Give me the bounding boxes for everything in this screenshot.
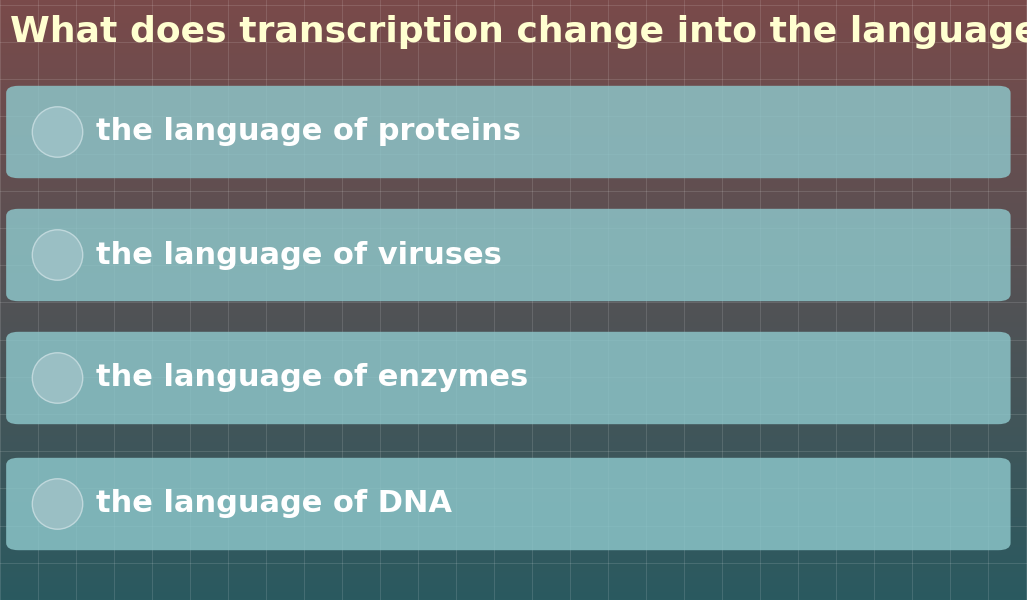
Ellipse shape — [32, 230, 83, 280]
Ellipse shape — [32, 353, 83, 403]
Text: the language of proteins: the language of proteins — [96, 118, 521, 146]
Text: What does transcription change into the language of RNA?: What does transcription change into the … — [10, 15, 1027, 49]
FancyBboxPatch shape — [6, 209, 1011, 301]
FancyBboxPatch shape — [6, 332, 1011, 424]
Ellipse shape — [32, 479, 83, 529]
FancyBboxPatch shape — [6, 458, 1011, 550]
Text: the language of DNA: the language of DNA — [96, 490, 452, 518]
Ellipse shape — [32, 107, 83, 157]
Text: the language of viruses: the language of viruses — [96, 241, 501, 269]
FancyBboxPatch shape — [6, 86, 1011, 178]
Text: the language of enzymes: the language of enzymes — [96, 364, 528, 392]
